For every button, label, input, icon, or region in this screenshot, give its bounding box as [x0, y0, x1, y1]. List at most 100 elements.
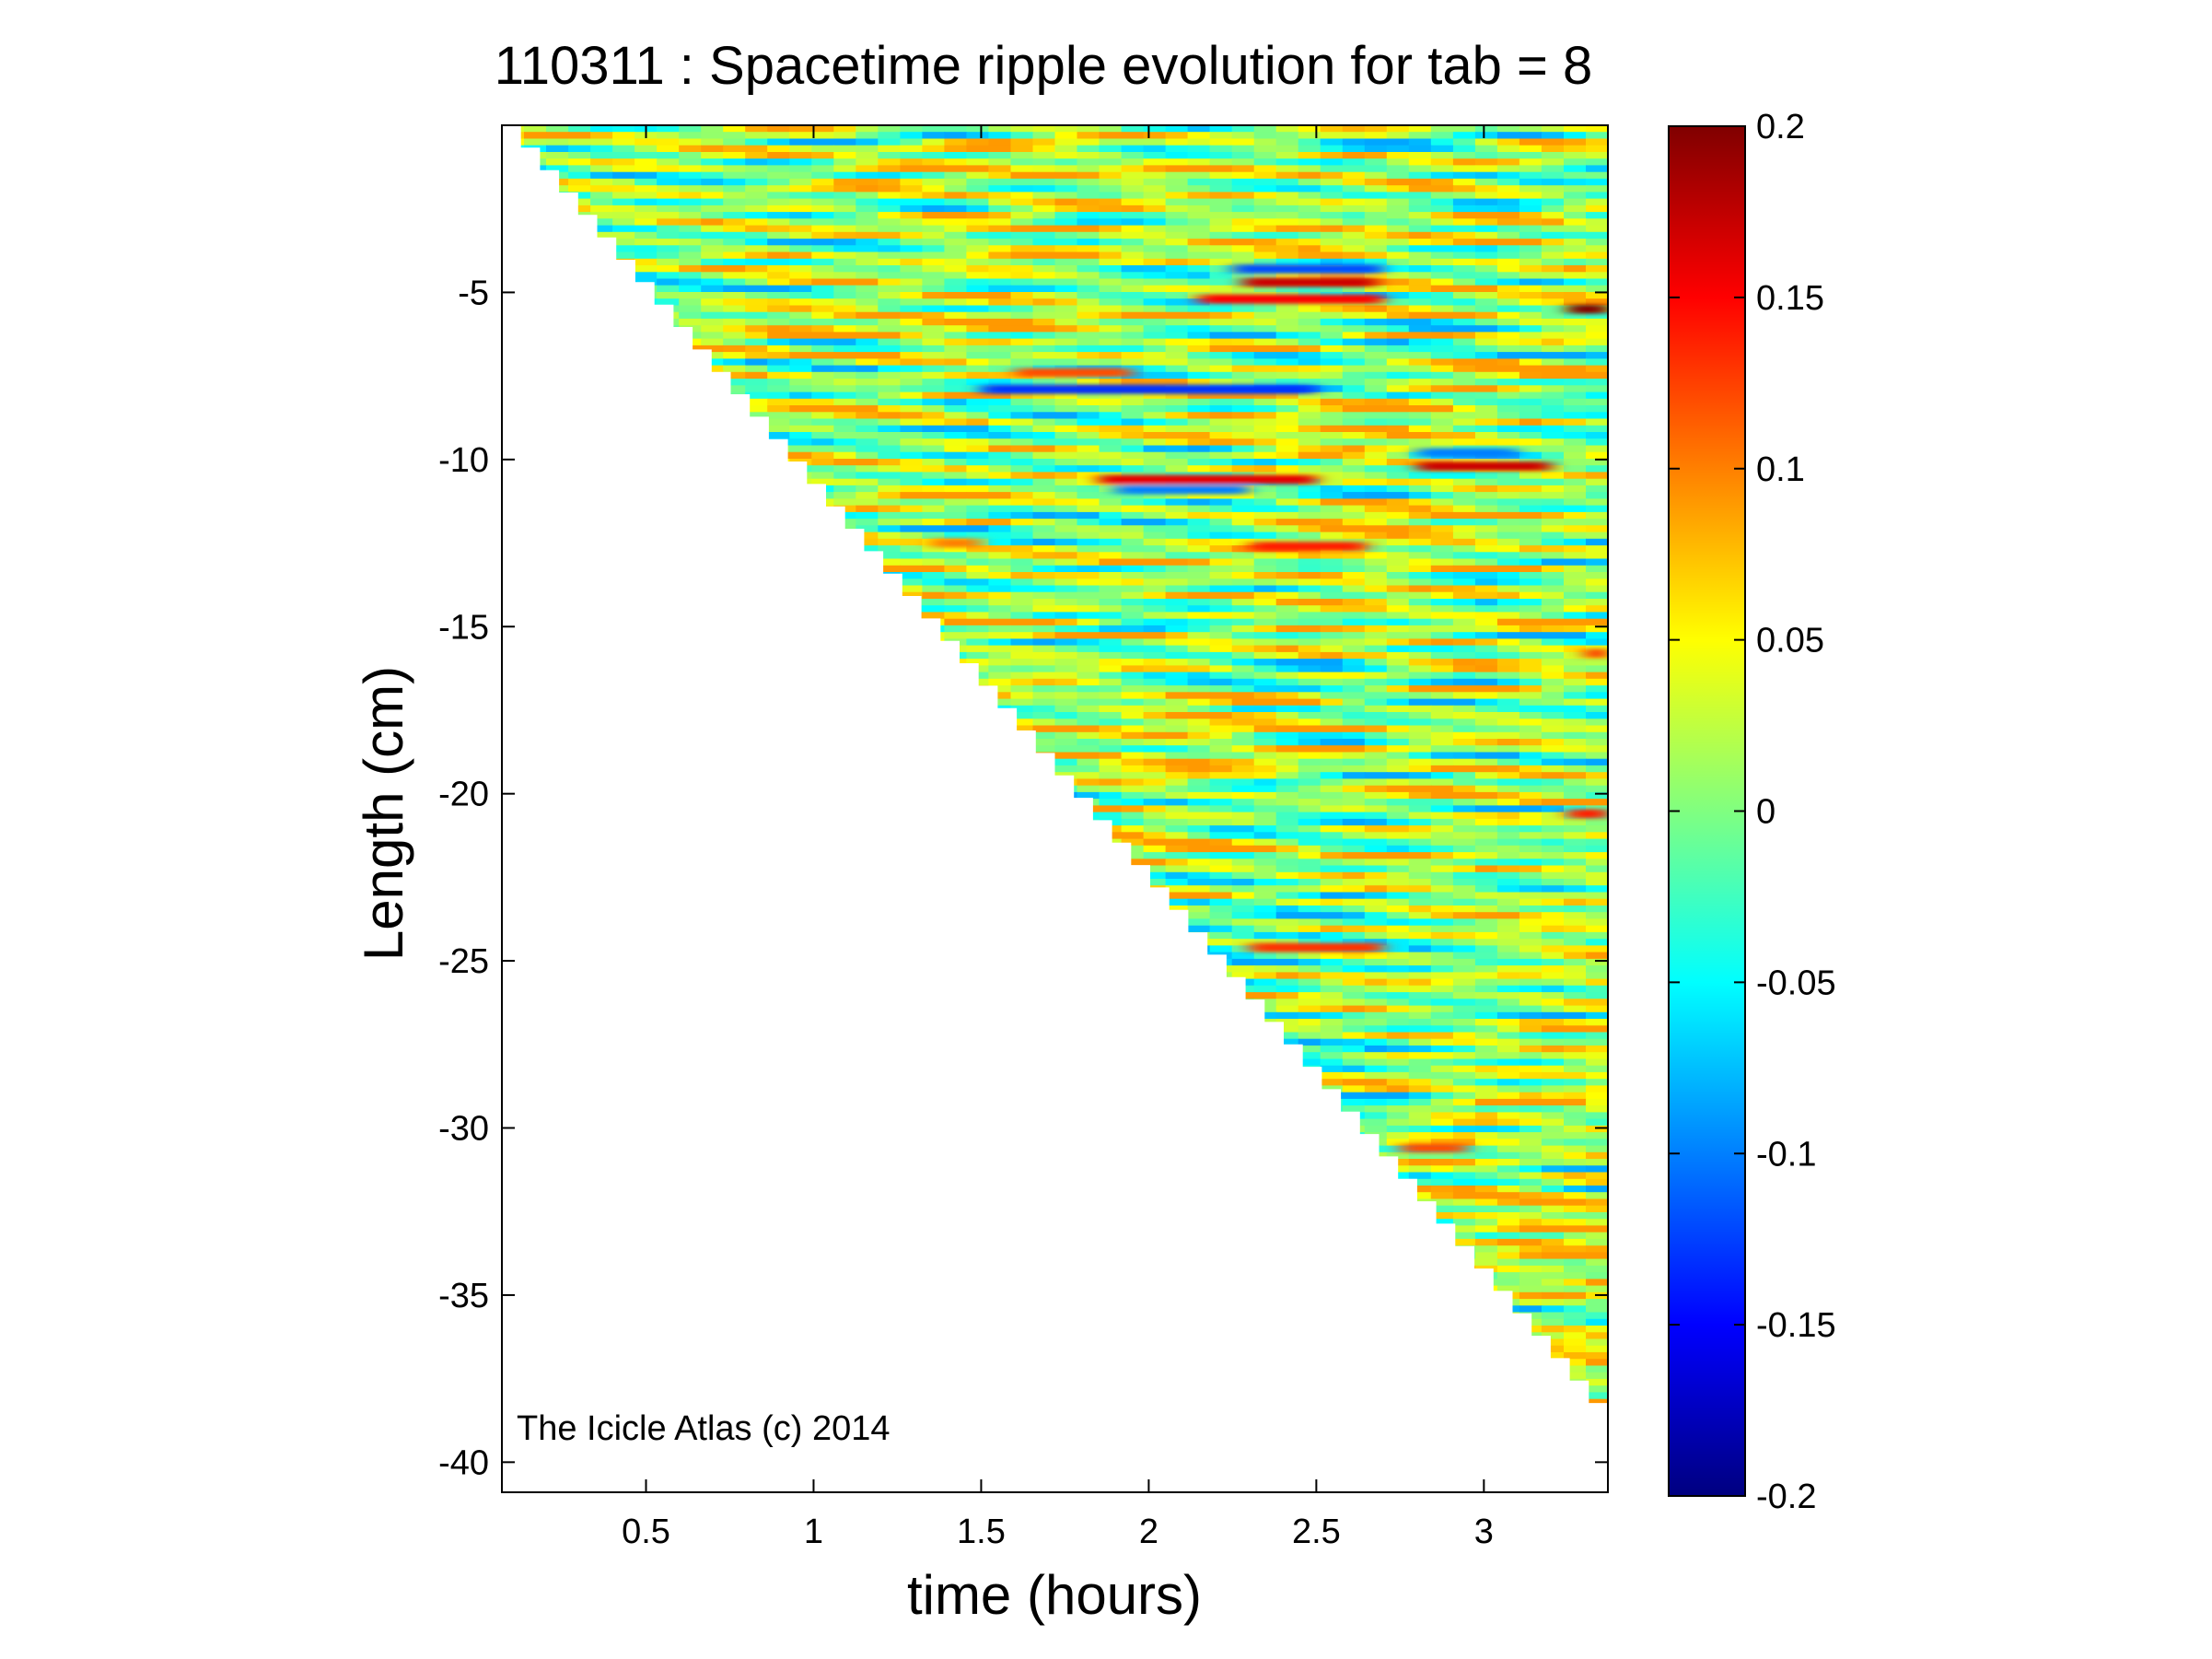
heatmap-cell: [1209, 765, 1233, 773]
heatmap-cell: [1452, 239, 1476, 246]
heatmap-cell: [833, 318, 857, 326]
heatmap-cell: [1032, 445, 1056, 453]
heatmap-cell: [1474, 438, 1498, 446]
heatmap-cell: [1032, 332, 1056, 340]
heatmap-cell: [1010, 171, 1034, 180]
heatmap-cell: [856, 498, 879, 507]
heatmap-cell: [922, 352, 946, 359]
heatmap-cell: [1099, 465, 1123, 473]
heatmap-cell: [988, 165, 1012, 173]
heatmap-cell: [1275, 745, 1299, 753]
heatmap-cell: [922, 498, 946, 507]
heatmap-cell: [1032, 665, 1056, 673]
heatmap-cell: [767, 185, 790, 193]
heatmap-cell: [1231, 345, 1255, 353]
heatmap-cell: [1143, 745, 1167, 753]
heatmap-cell: [988, 459, 1012, 466]
heatmap-cell: [1474, 432, 1498, 439]
heatmap-cell: [833, 478, 857, 486]
heatmap-cell: [1386, 438, 1410, 446]
heatmap-cell: [679, 272, 702, 280]
heatmap-cell: [811, 171, 835, 180]
heatmap-cell: [856, 472, 879, 480]
heatmap-cell: [1408, 599, 1432, 606]
heatmap-cell: [1010, 525, 1034, 533]
heatmap-cell: [811, 358, 835, 367]
heatmap-cell: [1298, 338, 1321, 346]
heatmap-cell: [900, 318, 924, 326]
heatmap-cell: [1364, 618, 1388, 626]
heatmap-cell: [833, 165, 857, 173]
heatmap-cell: [1010, 398, 1034, 406]
heatmap-cell: [922, 145, 946, 153]
heatmap-cell: [1586, 519, 1608, 526]
heatmap-cell: [1275, 612, 1299, 620]
heatmap-cell: [1586, 445, 1608, 453]
heatmap-cell: [1342, 618, 1366, 626]
heatmap-cell: [1430, 632, 1454, 639]
heatmap-cell: [1452, 265, 1476, 273]
heatmap-cell: [723, 305, 746, 313]
heatmap-cell: [657, 285, 680, 293]
heatmap-cell: [1474, 265, 1498, 273]
heatmap-cell: [1541, 445, 1565, 453]
heatmap-cell: [1231, 318, 1255, 326]
heatmap-cell: [1143, 292, 1167, 299]
heatmap-cell: [1143, 305, 1167, 313]
heatmap-cell: [1320, 192, 1344, 200]
heatmap-cell: [966, 198, 990, 206]
heatmap-cell: [1121, 505, 1145, 513]
heatmap-cell: [1386, 698, 1410, 707]
heatmap-cell: [1010, 198, 1034, 206]
heatmap-cell: [988, 204, 1012, 213]
heatmap-cell: [922, 204, 946, 213]
heatmap-cell: [1408, 132, 1432, 139]
heatmap-cell: [833, 385, 857, 393]
heatmap-cell: [1143, 572, 1167, 579]
heatmap-cell: [1519, 358, 1543, 367]
heatmap-cell: [1077, 178, 1100, 186]
heatmap-cell: [856, 511, 879, 520]
heatmap-cell: [1541, 638, 1565, 647]
heatmap-cell: [1298, 171, 1321, 180]
heatmap-cell: [966, 265, 990, 273]
heatmap-cell: [900, 371, 924, 380]
heatmap-cell: [1099, 605, 1123, 613]
heatmap-cell: [1253, 492, 1277, 499]
heatmap-cell: [1099, 585, 1123, 593]
heatmap-cell: [1564, 698, 1587, 707]
heatmap-cell: [1099, 525, 1123, 533]
heatmap-cell: [1496, 472, 1520, 480]
heatmap-cell: [1320, 591, 1344, 600]
heatmap-cell: [1564, 204, 1587, 213]
heatmap-cell: [856, 545, 879, 553]
heatmap-cell: [1519, 225, 1543, 233]
heatmap-cell: [1253, 391, 1277, 400]
heatmap-cell: [1054, 398, 1078, 406]
heatmap-cell: [1253, 572, 1277, 579]
heatmap-cell: [966, 391, 990, 400]
heatmap-cell: [1165, 618, 1189, 626]
heatmap-cell: [1231, 212, 1255, 219]
heatmap-cell: [1010, 379, 1034, 386]
heatmap-cell: [1474, 272, 1498, 280]
heatmap-cell: [1430, 585, 1454, 593]
heatmap-cell: [1298, 599, 1321, 606]
heatmap-cell: [1209, 712, 1233, 719]
heatmap-cell: [1519, 731, 1543, 740]
heatmap-cell: [1010, 519, 1034, 526]
heatmap-cell: [1452, 412, 1476, 420]
heatmap-cell: [811, 231, 835, 240]
heatmap-cell: [856, 225, 879, 233]
heatmap-cell: [878, 138, 902, 146]
heatmap-cell: [612, 145, 635, 153]
heatmap-cell: [878, 519, 902, 526]
heatmap-cell: [1452, 692, 1476, 700]
heatmap-cell: [900, 418, 924, 426]
heatmap-cell: [1364, 552, 1388, 560]
heatmap-cell: [1231, 591, 1255, 600]
heatmap-cell: [1386, 311, 1410, 320]
heatmap-cell: [1010, 272, 1034, 280]
heatmap-cell: [811, 405, 835, 413]
heatmap-cell: [833, 204, 857, 213]
